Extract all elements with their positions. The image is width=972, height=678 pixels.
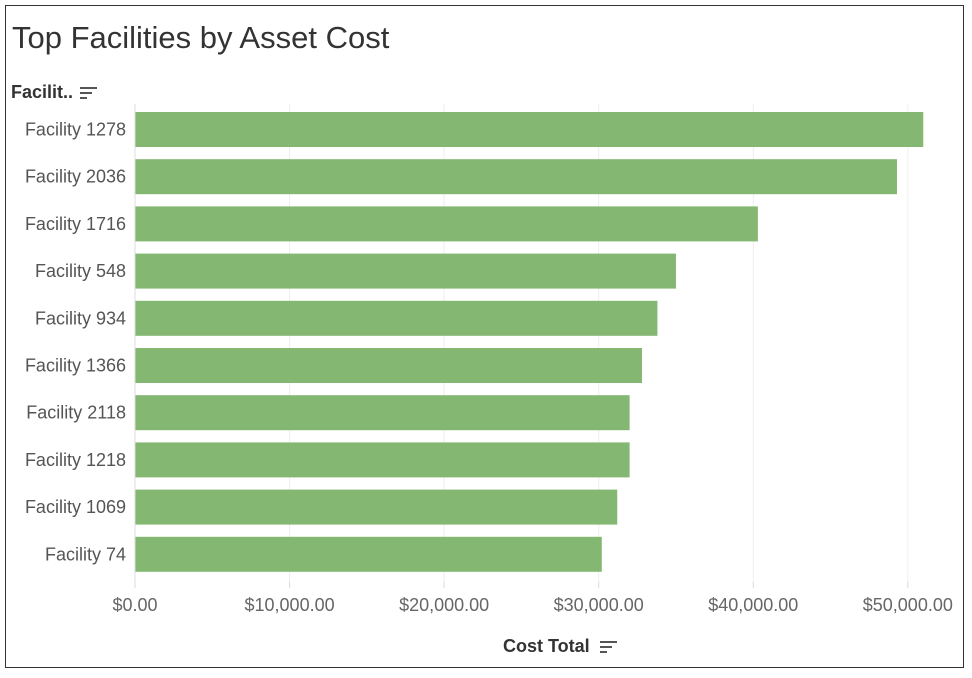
- category-header[interactable]: Facilit..: [11, 82, 98, 103]
- category-label[interactable]: Facility 1218: [25, 450, 126, 470]
- bar[interactable]: [135, 489, 618, 525]
- bar[interactable]: [135, 395, 630, 431]
- bar[interactable]: [135, 112, 924, 147]
- category-labels: Facility 1278 Facility 2036 Facility 1716 F…: [25, 120, 126, 565]
- bar[interactable]: [135, 159, 897, 195]
- category-header-label: Facilit..: [11, 82, 74, 102]
- bar[interactable]: [135, 348, 642, 383]
- category-label[interactable]: Facility 2036: [25, 167, 126, 187]
- sort-descending-icon[interactable]: [599, 640, 617, 654]
- bar[interactable]: [135, 442, 630, 478]
- category-label[interactable]: Facility 2118: [26, 403, 126, 423]
- category-label[interactable]: Facility 1716: [25, 214, 126, 234]
- x-tick-label: $20,000.00: [399, 595, 489, 615]
- x-tick-label: $40,000.00: [708, 595, 798, 615]
- bar[interactable]: [135, 300, 658, 336]
- x-tick-label: $0.00: [112, 595, 157, 615]
- x-axis-tick-labels: $0.00 $10,000.00 $20,000.00 $30,000.00 $40,0…: [112, 582, 953, 615]
- category-label[interactable]: Facility 548: [35, 261, 126, 281]
- bars: [135, 112, 924, 572]
- category-label[interactable]: Facility 934: [35, 308, 126, 328]
- category-label[interactable]: Facility 74: [45, 544, 126, 564]
- x-tick-label: $50,000.00: [863, 595, 953, 615]
- x-tick-label: $10,000.00: [245, 595, 335, 615]
- category-label[interactable]: Facility 1366: [25, 356, 126, 376]
- bar[interactable]: [135, 206, 758, 242]
- bar[interactable]: [135, 253, 676, 289]
- x-axis-title[interactable]: Cost Total: [503, 636, 617, 657]
- category-label[interactable]: Facility 1069: [25, 497, 126, 517]
- chart-title: Top Facilities by Asset Cost: [12, 20, 390, 55]
- category-label[interactable]: Facility 1278: [25, 120, 126, 140]
- x-axis-title-label: Cost Total: [503, 636, 590, 656]
- bar[interactable]: [135, 536, 602, 572]
- sort-descending-icon[interactable]: [80, 86, 98, 100]
- x-tick-label: $30,000.00: [554, 595, 644, 615]
